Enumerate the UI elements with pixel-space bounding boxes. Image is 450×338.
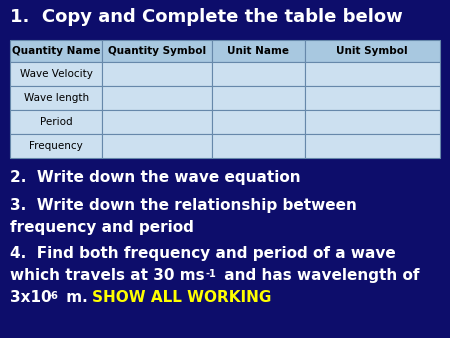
Bar <box>305 134 440 158</box>
Bar <box>103 110 212 134</box>
Bar <box>10 134 103 158</box>
Bar <box>212 62 305 86</box>
Text: Frequency: Frequency <box>29 141 83 151</box>
Bar <box>10 62 103 86</box>
Bar <box>212 40 305 62</box>
Bar <box>103 134 212 158</box>
Text: Period: Period <box>40 117 72 127</box>
Text: Quantity Name: Quantity Name <box>12 46 100 56</box>
Bar <box>212 134 305 158</box>
Bar <box>212 110 305 134</box>
Text: SHOW ALL WORKING: SHOW ALL WORKING <box>92 290 271 305</box>
Bar <box>103 62 212 86</box>
Text: 3x10: 3x10 <box>10 290 52 305</box>
Text: -1: -1 <box>205 269 216 279</box>
Bar <box>305 86 440 110</box>
Bar <box>305 110 440 134</box>
Bar <box>305 62 440 86</box>
Text: Wave Velocity: Wave Velocity <box>20 69 93 79</box>
Bar <box>305 40 440 62</box>
Text: 2.  Write down the wave equation: 2. Write down the wave equation <box>10 170 301 185</box>
Text: and has wavelength of: and has wavelength of <box>219 268 419 283</box>
Text: Unit Name: Unit Name <box>227 46 289 56</box>
Bar <box>212 86 305 110</box>
Bar <box>103 40 212 62</box>
Bar <box>103 86 212 110</box>
Text: 3.  Write down the relationship between: 3. Write down the relationship between <box>10 198 357 213</box>
Text: 4.  Find both frequency and period of a wave: 4. Find both frequency and period of a w… <box>10 246 396 261</box>
Bar <box>10 86 103 110</box>
Bar <box>10 110 103 134</box>
Text: Wave length: Wave length <box>24 93 89 103</box>
Text: which travels at 30 ms: which travels at 30 ms <box>10 268 205 283</box>
Text: Quantity Symbol: Quantity Symbol <box>108 46 207 56</box>
Bar <box>10 40 103 62</box>
Text: 1.  Copy and Complete the table below: 1. Copy and Complete the table below <box>10 8 403 26</box>
Text: frequency and period: frequency and period <box>10 220 194 235</box>
Text: m.: m. <box>61 290 98 305</box>
Text: -6: -6 <box>48 291 59 301</box>
Text: Unit Symbol: Unit Symbol <box>337 46 408 56</box>
